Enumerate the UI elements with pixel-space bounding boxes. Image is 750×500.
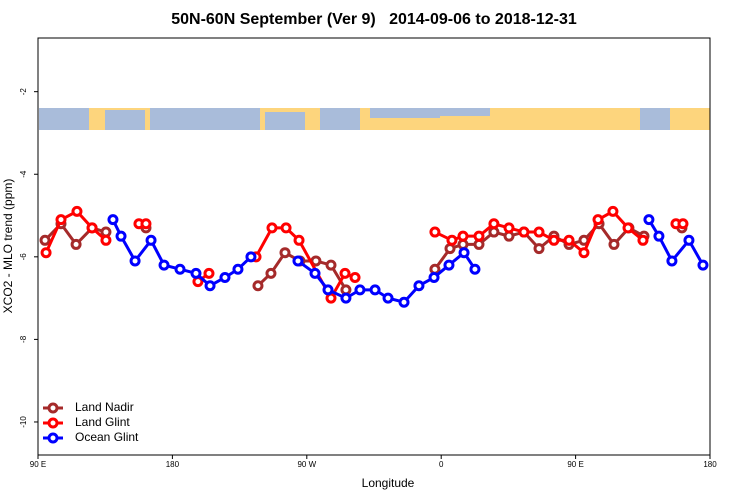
x-axis-label: Longitude [362,476,415,490]
plot-frame [37,37,711,456]
data-point [488,218,500,230]
data-point [339,267,351,279]
data-point [293,234,305,246]
legend-marker [47,402,59,414]
data-point [309,267,321,279]
data-point [677,218,689,230]
data-point [232,263,244,275]
y-tick-label: -10 [19,416,28,428]
y-axis-label: XCO2 - MLO trend (ppm) [1,179,15,314]
data-point [71,205,83,217]
data-point [533,226,545,238]
legend-marker [47,432,59,444]
data-point [354,284,366,296]
data-point [174,263,186,275]
data-point [683,234,695,246]
data-point [100,234,112,246]
data-point [322,284,334,296]
data-point [203,267,215,279]
data-point [55,214,67,226]
chart-title: 50N-60N September (Ver 9) 2014-09-06 to … [171,11,577,28]
data-point [548,234,560,246]
data-point [265,267,277,279]
data-point [349,271,361,283]
data-point [563,234,575,246]
data-point [325,259,337,271]
data-point [458,247,470,259]
y-tick-label: -8 [19,335,28,343]
data-point [140,218,152,230]
data-point [398,296,410,308]
data-point [252,280,264,292]
data-point [622,222,634,234]
data-point [428,271,440,283]
y-tick-label: -6 [19,253,28,261]
data-point [145,234,157,246]
data-point [443,259,455,271]
data-point [446,234,458,246]
data-point [533,243,545,255]
data-point [279,247,291,259]
data-point [503,222,515,234]
data-point [607,205,619,217]
data-point [292,255,304,267]
data-point [40,247,52,259]
data-point [457,230,469,242]
data-point [429,226,441,238]
data-point [86,222,98,234]
legend-marker [47,417,59,429]
data-point [70,238,82,250]
data-point [107,214,119,226]
series-line [111,218,705,304]
data-point [469,263,481,275]
x-tick-label: 0 [439,460,444,469]
x-tick-label: 90 W [297,460,316,469]
x-tick-label: 90 E [30,460,46,469]
data-point [643,214,655,226]
data-point [204,280,216,292]
data-point [518,226,530,238]
data-point [158,259,170,271]
data-point [245,251,257,263]
x-tick-label: 180 [703,460,717,469]
data-point [637,234,649,246]
data-point [219,271,231,283]
y-tick-label: -2 [19,88,28,96]
data-point [369,284,381,296]
data-point [697,259,709,271]
data-point [382,292,394,304]
data-point [115,230,127,242]
data-point [666,255,678,267]
data-point [473,230,485,242]
legend-label: Land Glint [75,415,130,429]
data-point [340,292,352,304]
data-point [578,247,590,259]
data-point [413,280,425,292]
data-point [444,243,456,255]
legend-label: Ocean Glint [75,430,139,444]
data-point [592,214,604,226]
map-strip [39,108,710,130]
data-point [429,263,441,275]
data-point [39,234,51,246]
data-point [190,267,202,279]
legend-label: Land Nadir [75,400,134,414]
data-point [266,222,278,234]
data-point [129,255,141,267]
data-point [608,238,620,250]
x-tick-label: 90 E [567,460,583,469]
x-tick-label: 180 [166,460,180,469]
data-point [280,222,292,234]
data-point [653,230,665,242]
y-tick-label: -4 [19,170,28,178]
